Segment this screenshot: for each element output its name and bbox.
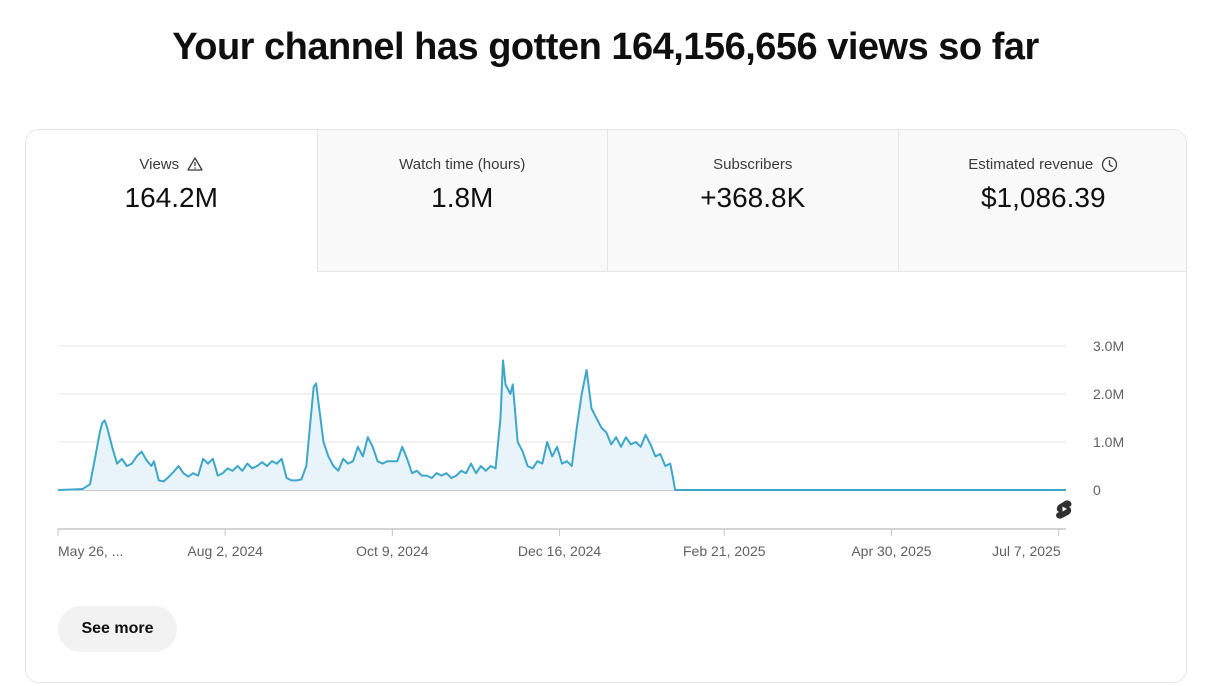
tab-watch-time-label: Watch time (hours) (399, 155, 526, 173)
tab-subscribers-value: +368.8K (700, 182, 806, 213)
x-tick-label: Dec 16, 2024 (518, 543, 601, 559)
y-tick-label: 0 (1093, 482, 1101, 498)
tab-estimated-revenue[interactable]: Estimated revenue $1,086.39 (897, 130, 1186, 272)
tab-subscribers-label: Subscribers (713, 155, 793, 173)
x-tick-label: Oct 9, 2024 (356, 543, 429, 559)
y-tick-label: 1.0M (1093, 434, 1124, 450)
tab-watch-time[interactable]: Watch time (hours) 1.8M (316, 130, 607, 272)
see-more-button[interactable]: See more (58, 606, 177, 652)
warning-icon[interactable] (187, 157, 203, 171)
tab-views-value: 164.2M (124, 182, 218, 213)
tab-revenue-label: Estimated revenue (968, 155, 1094, 173)
clock-icon[interactable] (1101, 156, 1118, 173)
metric-tabs: Views 164.2M Watch time (hours) 1.8M Sub… (26, 130, 1186, 272)
views-area (58, 360, 1066, 490)
y-tick-label: 2.0M (1093, 386, 1124, 402)
x-tick-label: Feb 21, 2025 (683, 543, 766, 559)
tab-views[interactable]: Views 164.2M (26, 130, 317, 272)
analytics-card: Views 164.2M Watch time (hours) 1.8M Sub… (25, 129, 1187, 683)
page-headline: Your channel has gotten 164,156,656 view… (172, 26, 1039, 68)
x-tick-label: Apr 30, 2025 (851, 543, 931, 559)
shorts-icon[interactable] (1056, 500, 1072, 519)
views-series-line (57, 359, 1066, 491)
tab-revenue-value: $1,086.39 (980, 182, 1106, 213)
x-tick-label: Jul 7, 2025 (992, 543, 1061, 559)
x-tick-label: May 26, ... (58, 543, 123, 559)
x-tick-label: Aug 2, 2024 (187, 543, 263, 559)
y-tick-label: 3.0M (1093, 338, 1124, 354)
tab-subscribers[interactable]: Subscribers +368.8K (607, 130, 898, 272)
views-chart: 0 1.0M 2.0M 3.0M May 26, ... Aug 2, 2024 Oct 9… (57, 338, 1124, 559)
tab-watch-time-value: 1.8M (431, 182, 494, 213)
tab-views-label: Views (139, 155, 180, 173)
